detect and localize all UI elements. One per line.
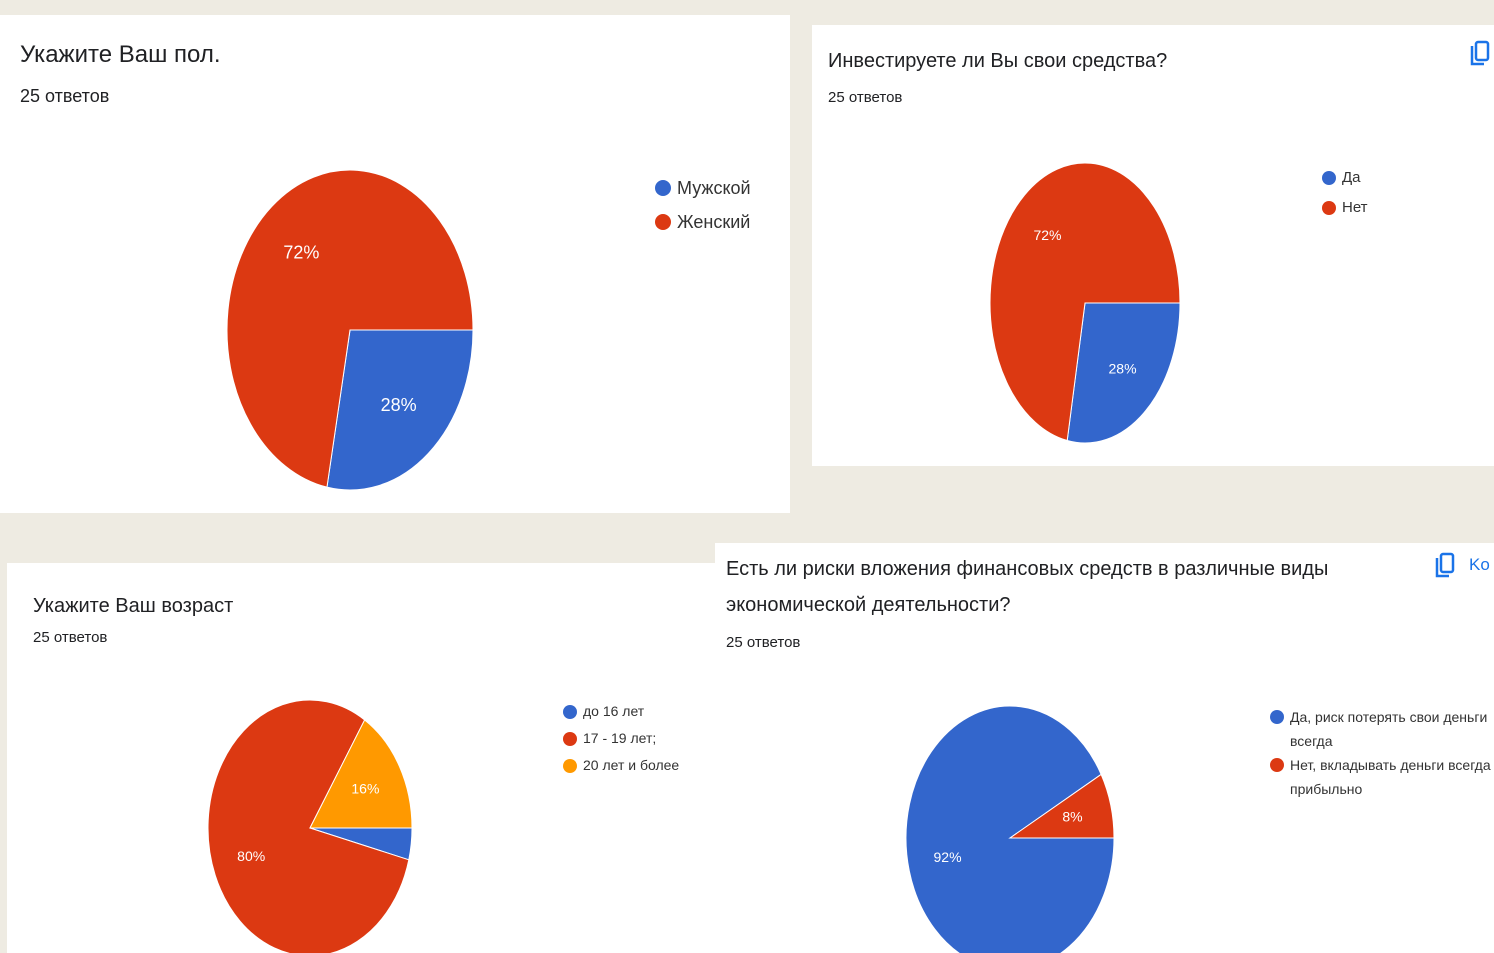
legend-marker [1322, 201, 1336, 215]
legend-entry: Да, риск потерять свои деньги всегда [1270, 705, 1492, 753]
legend-entry: Мужской [655, 171, 795, 205]
pie-slice [1066, 302, 1181, 444]
legend-entry: Нет, вкладывать деньги всегда прибыльно [1270, 753, 1492, 801]
legend-label: 17 - 19 лет; [583, 730, 657, 746]
chart-title: Есть ли риски вложения финансовых средст… [726, 558, 1329, 616]
legend-entry: Женский [655, 205, 795, 239]
legend: Да, риск потерять свои деньги всегда Нет,… [1270, 705, 1492, 801]
copy-icon[interactable] [1435, 552, 1455, 578]
legend-marker [655, 214, 671, 230]
legend: до 16 лет 17 - 19 лет; 20 лет и более [563, 698, 713, 779]
chart-subtitle: 25 ответов [828, 89, 903, 106]
legend-entry: Нет [1322, 193, 1442, 223]
pie-slice [309, 719, 413, 829]
legend-label: до 16 лет [583, 703, 645, 719]
legend-entry: Да [1322, 163, 1442, 193]
pie-slice [905, 705, 1115, 953]
pie-slice [1008, 773, 1115, 839]
chart-subtitle: 25 ответов [33, 629, 108, 646]
slice-label: 72% [1033, 227, 1061, 243]
slice-label: 80% [237, 848, 265, 864]
chart-title: Укажите Ваш пол. [20, 41, 221, 68]
legend-label: Нет, вкладывать деньги всегда прибыльно [1290, 757, 1491, 797]
slice-label: 72% [283, 242, 319, 262]
pie-slice [989, 162, 1181, 442]
legend-label: Нет [1342, 199, 1368, 216]
legend-marker [563, 704, 577, 719]
legend-label: Да [1342, 169, 1361, 186]
slice-label: 8% [1062, 808, 1082, 824]
legend-label: Мужской [677, 178, 751, 198]
slice-label: 16% [351, 780, 379, 796]
chart-title: Инвестируете ли Вы свои средства? [828, 50, 1168, 72]
pie-slice [207, 699, 410, 953]
copy-button-label[interactable]: Ko [1469, 555, 1490, 574]
legend: Да Нет [1322, 163, 1442, 223]
pie-slice [226, 169, 474, 488]
slice-label: 92% [934, 849, 962, 865]
legend: Мужской Женский [655, 171, 795, 239]
chart-subtitle: 25 ответов [726, 634, 801, 651]
legend-entry: 20 лет и более [563, 752, 713, 779]
legend-marker [1270, 758, 1284, 772]
copy-icon[interactable] [1470, 40, 1490, 66]
legend-entry: 17 - 19 лет; [563, 725, 713, 752]
chart-subtitle: 25 ответов [20, 86, 110, 106]
legend-marker [563, 731, 577, 746]
legend-marker [1322, 171, 1336, 185]
legend-marker [563, 758, 577, 773]
legend-marker [1270, 710, 1284, 724]
pie-slice [326, 329, 474, 491]
legend-marker [655, 180, 671, 196]
legend-label: Женский [677, 212, 751, 232]
legend-label: 20 лет и более [583, 757, 680, 773]
legend-entry: до 16 лет [563, 698, 713, 725]
chart-title: Укажите Ваш возраст [33, 595, 234, 617]
slice-label: 28% [1109, 361, 1137, 377]
slice-label: 28% [381, 395, 417, 415]
legend-label: Да, риск потерять свои деньги всегда [1290, 709, 1488, 749]
